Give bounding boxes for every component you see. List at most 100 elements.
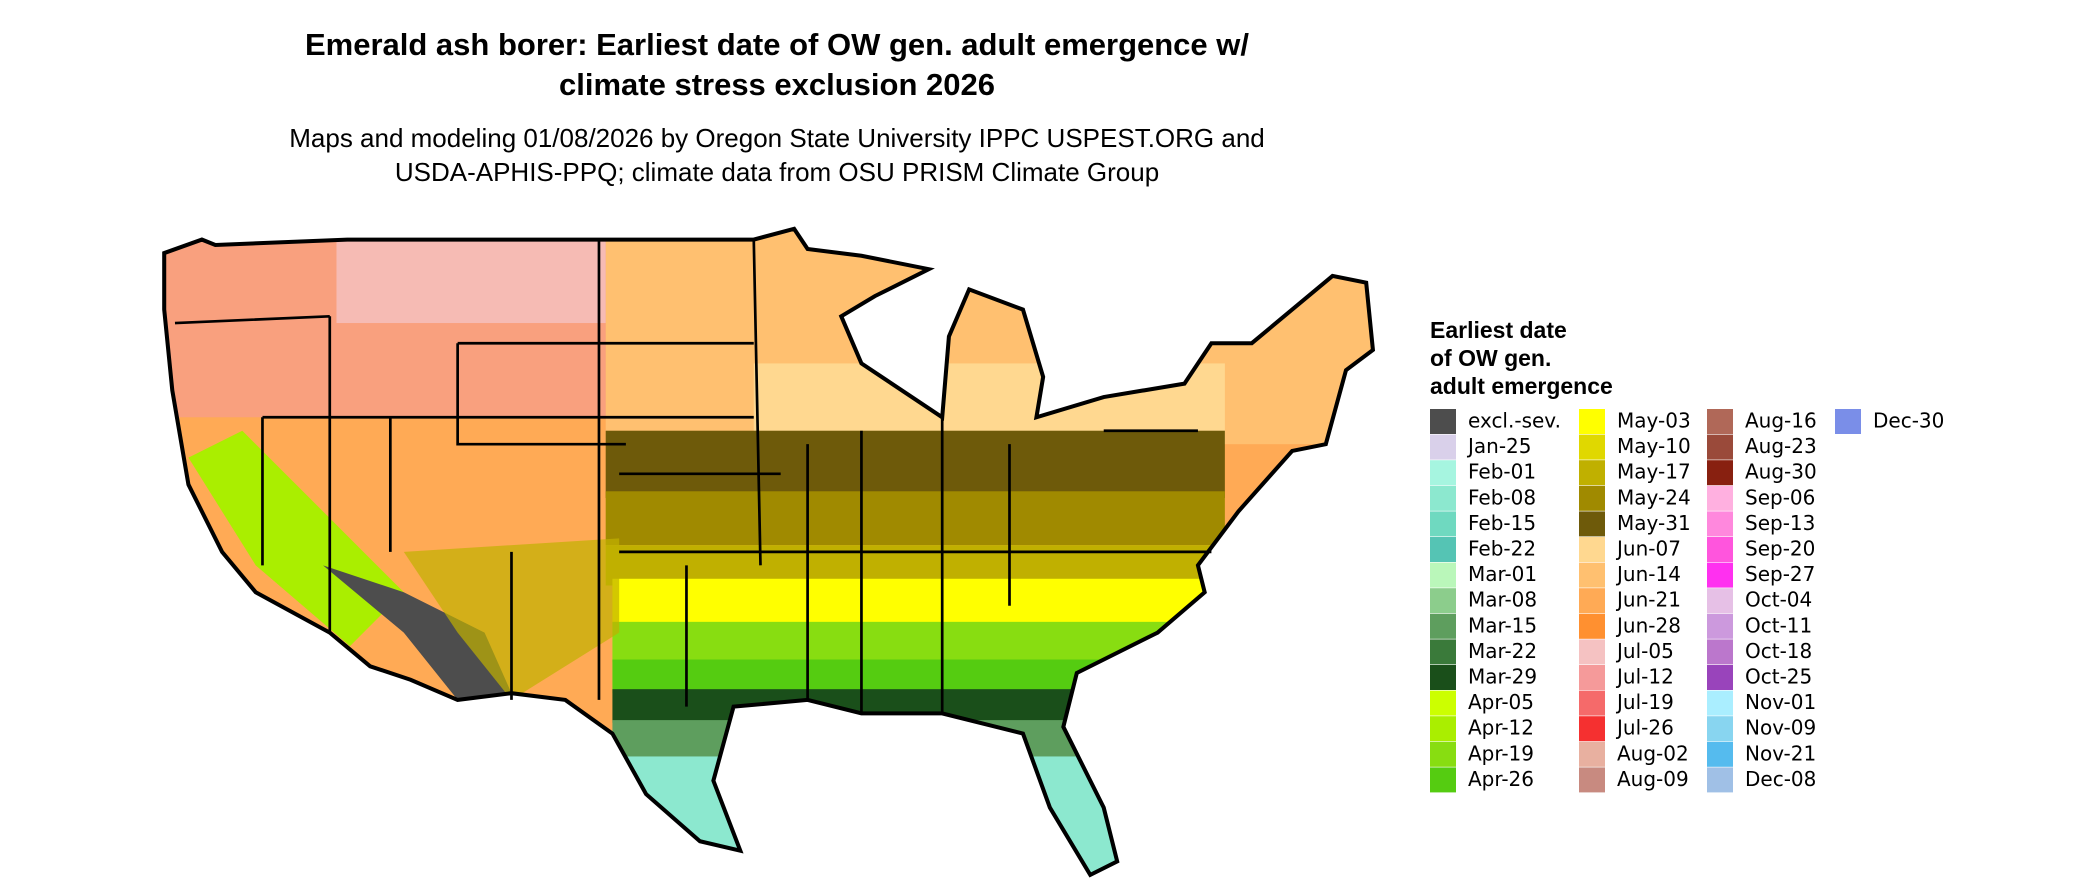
legend-swatch — [1707, 716, 1733, 742]
subtitle-line: USDA-APHIS-PPQ; climate data from OSU PR… — [395, 157, 1159, 187]
legend-swatch — [1579, 460, 1605, 486]
legend-label: Jun-14 — [1615, 562, 1681, 586]
legend-swatch — [1579, 588, 1605, 614]
legend-swatch — [1579, 690, 1605, 716]
legend-swatch — [1707, 767, 1733, 793]
legend-label: Jul-19 — [1615, 690, 1674, 714]
state-borders — [174, 239, 1212, 714]
legend-label: Jun-28 — [1615, 613, 1681, 637]
legend-label: Feb-01 — [1468, 460, 1536, 484]
legend-label: Dec-08 — [1745, 767, 1816, 791]
legend-label: Oct-11 — [1745, 613, 1812, 637]
subtitle-line: Maps and modeling 01/08/2026 by Oregon S… — [289, 123, 1265, 153]
legend-label: Oct-04 — [1745, 588, 1812, 612]
legend-label: Aug-16 — [1745, 409, 1817, 433]
legend-swatch — [1430, 665, 1456, 690]
legend-swatch — [1579, 511, 1605, 537]
legend-title-line: Earliest date — [1430, 317, 1567, 343]
legend-label: Apr-26 — [1468, 767, 1534, 791]
legend-label: Feb-15 — [1468, 511, 1536, 535]
legend-swatch — [1430, 613, 1456, 639]
legend-swatch — [1579, 741, 1605, 767]
legend-swatch — [1579, 537, 1605, 562]
legend-label: Sep-06 — [1745, 485, 1815, 509]
legend-label: Apr-19 — [1468, 741, 1534, 765]
legend-swatch — [1579, 562, 1605, 588]
legend-title-line: adult emergence — [1430, 373, 1613, 399]
legend-label: Mar-15 — [1468, 613, 1537, 637]
legend-label: Sep-13 — [1745, 511, 1815, 535]
legend-swatch — [1430, 485, 1456, 511]
legend-swatch — [1579, 409, 1605, 434]
legend-label: May-03 — [1617, 409, 1691, 433]
legend-label: May-17 — [1617, 460, 1691, 484]
legend-swatch — [1707, 665, 1733, 690]
legend-swatch — [1430, 562, 1456, 588]
legend-label: Apr-12 — [1468, 716, 1534, 740]
legend-label: Jul-26 — [1615, 716, 1674, 740]
legend-label: excl.-sev. — [1468, 409, 1561, 433]
legend-swatch — [1707, 690, 1733, 716]
legend-label: Nov-01 — [1745, 690, 1816, 714]
title-line: climate stress exclusion 2026 — [559, 67, 995, 102]
legend-label: Jun-21 — [1615, 588, 1681, 612]
legend: Earliest date of OW gen. adult emergence… — [1430, 317, 1944, 793]
legend-label: May-31 — [1617, 511, 1691, 535]
header: Emerald ash borer: Earliest date of OW g… — [289, 27, 1265, 187]
legend-swatch — [1430, 639, 1456, 665]
legend-swatch — [1707, 485, 1733, 511]
legend-swatch — [1707, 434, 1733, 460]
legend-swatch — [1579, 485, 1605, 511]
legend-swatch — [1707, 639, 1733, 665]
legend-swatch — [1707, 588, 1733, 614]
legend-label: Apr-05 — [1468, 690, 1534, 714]
legend-swatch — [1430, 767, 1456, 793]
legend-label: Feb-22 — [1468, 537, 1536, 561]
legend-label: Sep-20 — [1745, 537, 1815, 561]
legend-label: May-24 — [1617, 485, 1691, 509]
legend-swatch — [1707, 613, 1733, 639]
legend-swatch — [1430, 588, 1456, 614]
legend-swatch — [1430, 460, 1456, 486]
legend-swatch — [1707, 409, 1733, 434]
legend-label: Aug-02 — [1617, 741, 1689, 765]
legend-swatch — [1707, 562, 1733, 588]
legend-label: Nov-09 — [1745, 716, 1816, 740]
legend-label: Oct-25 — [1745, 665, 1812, 689]
legend-label: Jan-25 — [1466, 434, 1532, 458]
legend-swatch — [1835, 409, 1861, 434]
legend-label: Oct-18 — [1745, 639, 1812, 663]
legend-label: Jun-07 — [1615, 537, 1681, 561]
legend-label: Jul-05 — [1615, 639, 1674, 663]
legend-label: Mar-22 — [1468, 639, 1537, 663]
legend-label: Nov-21 — [1745, 741, 1816, 765]
map — [135, 215, 1414, 891]
legend-label: Jul-12 — [1615, 665, 1674, 689]
legend-swatch — [1430, 690, 1456, 716]
legend-swatch — [1579, 767, 1605, 793]
legend-swatch — [1579, 716, 1605, 742]
legend-swatch — [1430, 741, 1456, 767]
legend-swatch — [1707, 537, 1733, 562]
legend-swatch — [1579, 665, 1605, 690]
legend-swatch — [1707, 511, 1733, 537]
legend-swatch — [1707, 460, 1733, 486]
legend-swatch — [1430, 409, 1456, 434]
legend-label: Aug-30 — [1745, 460, 1817, 484]
legend-label: Mar-08 — [1468, 588, 1537, 612]
legend-label: Dec-30 — [1873, 409, 1944, 433]
legend-label: Sep-27 — [1745, 562, 1815, 586]
legend-label: Aug-23 — [1745, 434, 1817, 458]
legend-label: Mar-29 — [1468, 665, 1537, 689]
legend-swatch — [1579, 434, 1605, 460]
legend-label: Mar-01 — [1468, 562, 1537, 586]
legend-swatch — [1430, 434, 1456, 460]
legend-swatch — [1430, 716, 1456, 742]
legend-label: Aug-09 — [1617, 767, 1689, 791]
title-line: Emerald ash borer: Earliest date of OW g… — [305, 27, 1249, 62]
legend-swatch — [1579, 639, 1605, 665]
legend-label: Feb-08 — [1468, 485, 1536, 509]
legend-title-line: of OW gen. — [1430, 345, 1551, 371]
